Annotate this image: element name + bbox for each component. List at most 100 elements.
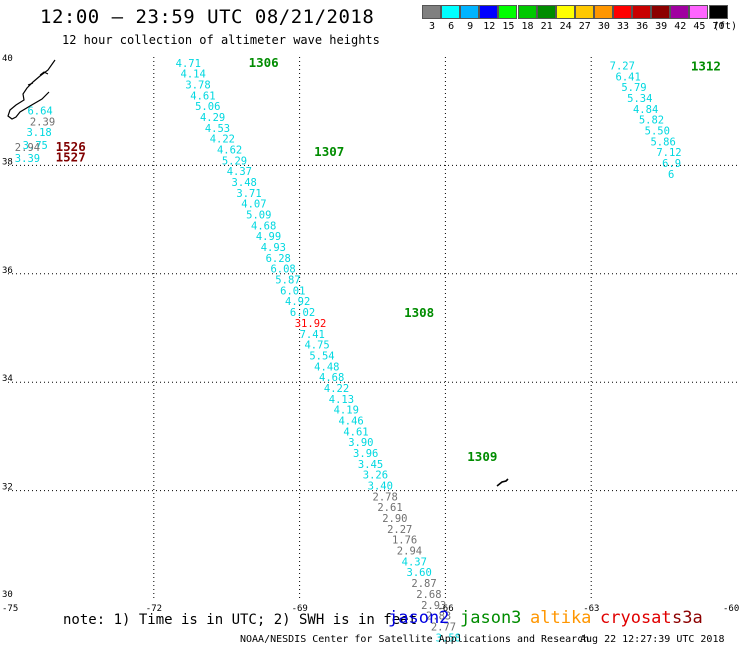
wave-height-value: 4.37: [402, 556, 427, 568]
satellite-legend-cryosat: cryosat: [600, 608, 672, 628]
legend-label: 27: [578, 21, 591, 32]
legend-swatch: [422, 5, 441, 19]
wave-height-value: 6.08: [270, 264, 295, 276]
legend-label: 42: [674, 21, 687, 32]
pass-number-label: 1309: [467, 449, 497, 464]
legend-label: 24: [559, 21, 572, 32]
longitude-tick-label: -72: [146, 604, 162, 614]
legend-label: 12: [483, 21, 496, 32]
wave-height-value: 4.84: [633, 104, 658, 116]
legend-swatch: [460, 5, 480, 19]
bermuda-island: [496, 478, 509, 487]
latitude-tick-label: 40: [2, 54, 13, 64]
wave-height-value: 3.75: [23, 140, 48, 152]
satellite-legend-altika: altika: [530, 608, 592, 628]
legend-swatch: [441, 5, 461, 19]
legend-swatch: [517, 5, 537, 19]
wave-height-value: 4.75: [304, 340, 329, 352]
wave-height-value: 2.87: [411, 578, 436, 590]
wave-height-value: 6: [668, 169, 674, 181]
latitude-tick-label: 34: [2, 374, 13, 384]
legend-label: 15: [502, 21, 515, 32]
altimeter-tracks: 4.714.143.784.615.064.294.534.224.625.29…: [15, 58, 682, 645]
wave-height-value: 4.53: [205, 123, 230, 135]
wave-height-value: 5.82: [639, 115, 664, 127]
pass-number-label: 1312: [691, 59, 721, 74]
longitude-tick-label: -75: [2, 604, 18, 614]
wave-height-value: 4.93: [261, 242, 286, 254]
legend-label: 70: [712, 21, 725, 32]
wave-height-value: 2.94: [397, 546, 422, 558]
wave-height-value: 6.01: [280, 285, 305, 297]
wave-height-value: 4.62: [217, 144, 242, 156]
legend-label: 45: [693, 21, 706, 32]
legend-label: 30: [597, 21, 610, 32]
legend-label: 33: [616, 21, 630, 32]
wave-height-value: 4.14: [181, 69, 206, 81]
wave-height-value: 6.28: [266, 253, 291, 265]
wave-height-value: 5.09: [246, 210, 271, 222]
wave-height-value: 3.45: [358, 459, 383, 471]
wave-height-value: 4.29: [200, 112, 225, 124]
legend-swatch: [479, 5, 499, 19]
latitude-tick-label: 32: [2, 483, 13, 493]
wave-height-value: 2.90: [382, 513, 407, 525]
wave-height-value: 6.41: [616, 71, 641, 83]
wave-height-value: 4.46: [338, 415, 363, 427]
wave-height-value: 5.87: [275, 275, 300, 287]
wave-height-value: 4.92: [285, 296, 310, 308]
wave-height-value: 3.40: [368, 481, 393, 493]
lat-lon-grid: [8, 57, 737, 599]
legend-swatch: [670, 5, 690, 19]
wave-height-value: 4.07: [241, 199, 266, 211]
wave-height-value: 4.99: [256, 231, 281, 243]
longitude-tick-label: -63: [583, 604, 599, 614]
wave-height-value: 3.60: [407, 567, 432, 579]
legend-label: 6: [448, 21, 455, 32]
pass-number-label: 1526: [56, 139, 86, 154]
coastline-new-jersey: [7, 59, 56, 120]
legend-swatch: [651, 5, 671, 19]
wave-height-value: 5.29: [222, 155, 247, 167]
wave-height-value: 4.19: [334, 405, 359, 417]
longitude-tick-label: -69: [292, 604, 308, 614]
wave-height-value: 3.26: [363, 470, 388, 482]
wave-height-value: 3.96: [353, 448, 378, 460]
wave-height-value: 4.61: [343, 426, 368, 438]
wave-height-value: 2.68: [416, 589, 441, 601]
legend-swatch: [555, 5, 575, 19]
map-title: 12:00 – 23:59 UTC 08/21/2018: [40, 6, 375, 28]
wave-height-value: 4.68: [251, 220, 276, 232]
pass-number-label: 1527: [56, 150, 86, 165]
wave-height-value: 4.13: [329, 394, 354, 406]
coastline-detail: [27, 71, 49, 86]
footer-timestamp: Aug 22 12:27:39 UTC 2018: [580, 634, 725, 645]
legend-label: 18: [521, 21, 534, 32]
wave-height-value: 5.79: [621, 82, 646, 94]
legend-label: 9: [467, 21, 474, 32]
wave-height-value: 1.76: [392, 535, 417, 547]
legend-swatch: [613, 5, 632, 19]
wave-height-value: 7.27: [610, 60, 635, 72]
legend-swatch: [689, 5, 709, 19]
wave-height-value: 3.78: [185, 79, 210, 91]
legend-label: 39: [655, 21, 668, 32]
longitude-tick-label: -66: [437, 604, 453, 614]
wave-height-value: 4.37: [227, 166, 252, 178]
track-pass-1306-1309: 4.714.143.784.615.064.294.534.224.625.29…: [176, 58, 461, 645]
wave-height-value: 4.22: [210, 134, 235, 146]
wave-height-value: 2.39: [30, 116, 55, 128]
legend-swatch: [574, 5, 594, 19]
wave-height-value: 5.54: [309, 350, 334, 362]
wave-height-value: 4.48: [314, 361, 339, 373]
wave-height-value: 2.78: [373, 491, 398, 503]
wave-height-value: 3.48: [232, 177, 257, 189]
wave-height-value: 6.9: [662, 158, 681, 170]
longitude-tick-label: -60: [723, 604, 739, 614]
wave-height-value: 3.58: [436, 632, 461, 644]
satellite-legend-jason2: jason2: [388, 608, 450, 628]
satellite-legend-s3a: s3a: [672, 608, 703, 628]
wave-height-value: 5.86: [650, 136, 675, 148]
